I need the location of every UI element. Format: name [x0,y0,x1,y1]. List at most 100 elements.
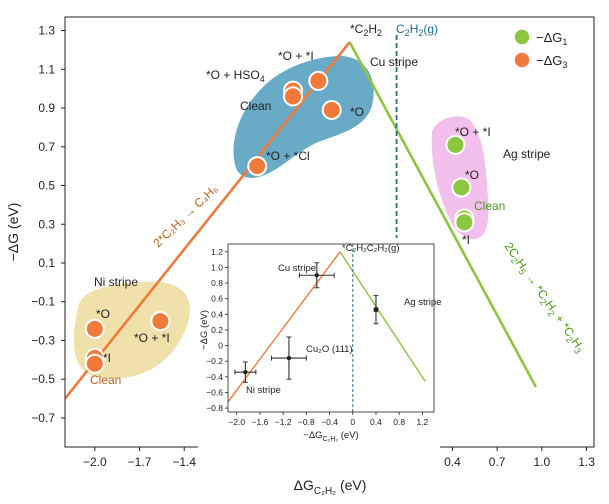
data-point-1-3 [321,99,342,120]
inset-x-title: −ΔGC₂H₂ (eV) [303,430,358,443]
inset-line-0 [228,251,341,403]
y-tick-label: −0.3 [31,333,55,347]
inset-marker [243,369,248,375]
legend-marker-dg3 [513,51,531,69]
point-label-ni-i: *I [103,351,111,365]
point-labels: *O *O + *I *I Clean *O + HSO4 *O + *I Cl… [90,49,505,387]
inset-x-tick-label: 0 [350,417,355,427]
inset-y-tick-label: 0.6 [211,294,223,304]
y-tick-label: 0.1 [38,256,55,270]
inset-x-tick-label: −1.2 [275,417,292,427]
inset-y-tick-label: −0.2 [206,356,223,366]
data-point-1-1 [308,70,329,91]
y-tick-label: 0.9 [38,101,55,115]
volcano-line-0 [65,41,351,400]
inset-label-cu: Cu stripe [278,263,316,274]
point-label-cu-o: *O [350,105,364,119]
inset-point-1 [271,336,307,380]
inset-y-tick-label: 1.2 [211,247,223,257]
volcano-line-1 [348,41,538,388]
point-label-ag-oi: *O + *I [455,125,491,139]
point-label-ag-i: *I [462,233,470,247]
data-points [84,70,475,374]
y-tick-label: −0.5 [31,372,55,386]
y-tick-label: 0.5 [38,179,55,193]
y-axis-title: −ΔG (eV) [5,203,21,262]
inset-x-tick-label: 0.8 [393,417,405,427]
data-point-2-3 [454,212,475,233]
inset-points [234,262,379,383]
green-line-label: 2C2H5 → *C2H2 + *C2H3 [500,240,588,356]
volcano-lines [65,35,538,447]
ref-label-right: C2H2(g) [396,22,438,38]
x-tick-label: −1.4 [172,455,196,469]
data-point-0-0 [84,318,105,339]
inset-background [198,238,440,470]
inset-x-tick-label: −2.0 [228,417,245,427]
legend-label-dg1: −ΔG1 [536,30,567,47]
legend-label-dg3: −ΔG3 [536,53,567,70]
y-tick-label: 1.3 [38,24,55,38]
data-point-1-2 [282,86,303,107]
inset-y-tick-label: −0.6 [206,387,223,397]
cu-stripe-label: Cu stripe [370,55,418,69]
ag-stripe-label: Ag stripe [503,147,551,161]
cu-stripe-region [233,56,374,178]
inset-line-1 [339,251,426,382]
inset-x-tick-label: −0.8 [298,417,315,427]
legend-marker-dg1 [513,28,531,46]
y-tick-label: −0.7 [31,411,55,425]
y-tick-label: −0.1 [31,295,55,309]
ni-stripe-label: Ni stripe [94,275,138,289]
ref-label-left: *C2H2 [350,22,382,38]
inset-y-tick-label: 0.2 [211,325,223,335]
point-label-cu-ocl: *O + *Cl [266,149,310,163]
inset-marker [286,355,292,361]
point-label-ag-clean: Clean [474,199,505,213]
inset-label-ni: Ni stripe [246,385,281,396]
inset-y-tick-label: 0 [218,341,223,351]
data-point-2-1 [451,177,472,198]
point-label-ag-o: *O [465,168,479,182]
y-tick-label: 1.1 [38,62,55,76]
y-tick-label: 0.7 [38,140,55,154]
y-tick-label: 0.3 [38,217,55,231]
inset-frame [227,243,435,413]
inset-point-0 [234,361,257,383]
point-label-ni-o: *O [96,307,110,321]
x-tick-label: 0.7 [489,455,506,469]
inset-x-tick-label: −1.6 [252,417,269,427]
x-tick-label: 1.0 [534,455,551,469]
inset-point-3 [373,295,379,325]
inset-x-ticks: −2.0 −1.6 −1.2 −0.8 −0.4 0 0.4 0.8 1.2 [228,412,429,427]
inset-y-title: −ΔG (eV) [199,310,210,350]
data-point-0-3 [84,353,105,374]
inset-chart: −2.0 −1.6 −1.2 −0.8 −0.4 0 0.4 0.8 1.2 −0.8 −0.6 −… [198,238,442,470]
inset-x-tick-label: 0.4 [370,417,382,427]
x-axis-title: ΔGC₂H₂ (eV) [294,477,367,497]
inset-x-tick-label: −0.4 [321,417,338,427]
inset-ref-label: *C₂H₂C₂H₂(g) [342,243,400,254]
inset-y-tick-label: 1.0 [211,262,223,272]
x-tick-label: 1.3 [578,455,595,469]
inset-marker [314,273,319,278]
inset-x-tick-label: 1.2 [416,417,428,427]
inset-y-tick-label: 0.8 [211,278,223,288]
inset-marker [373,307,379,312]
inset-y-tick-label: 0.4 [211,309,223,319]
legend: −ΔG1 −ΔG3 [513,28,567,70]
point-label-ni-oi: *O + *I [134,331,170,345]
x-tick-label: −2.0 [83,455,107,469]
x-tick-label: −1.7 [128,455,152,469]
inset-label-cu2o: Cu₂O (111) [306,344,353,355]
inset-lines [228,244,426,412]
point-label-cu-hso4: *O + HSO4 [206,68,265,84]
inset-point-2 [298,262,335,289]
data-point-1-4 [247,156,268,177]
inset-y-ticks: −0.8 −0.6 −0.4 −0.2 0 0.2 0.4 0.6 0.8 1.0 1.2 [206,247,228,413]
inset-label-ag: Ag stripe [404,297,442,308]
data-point-2-0 [445,134,466,155]
inset-y-tick-label: −0.4 [206,372,223,382]
x-tick-label: 0.4 [444,455,461,469]
